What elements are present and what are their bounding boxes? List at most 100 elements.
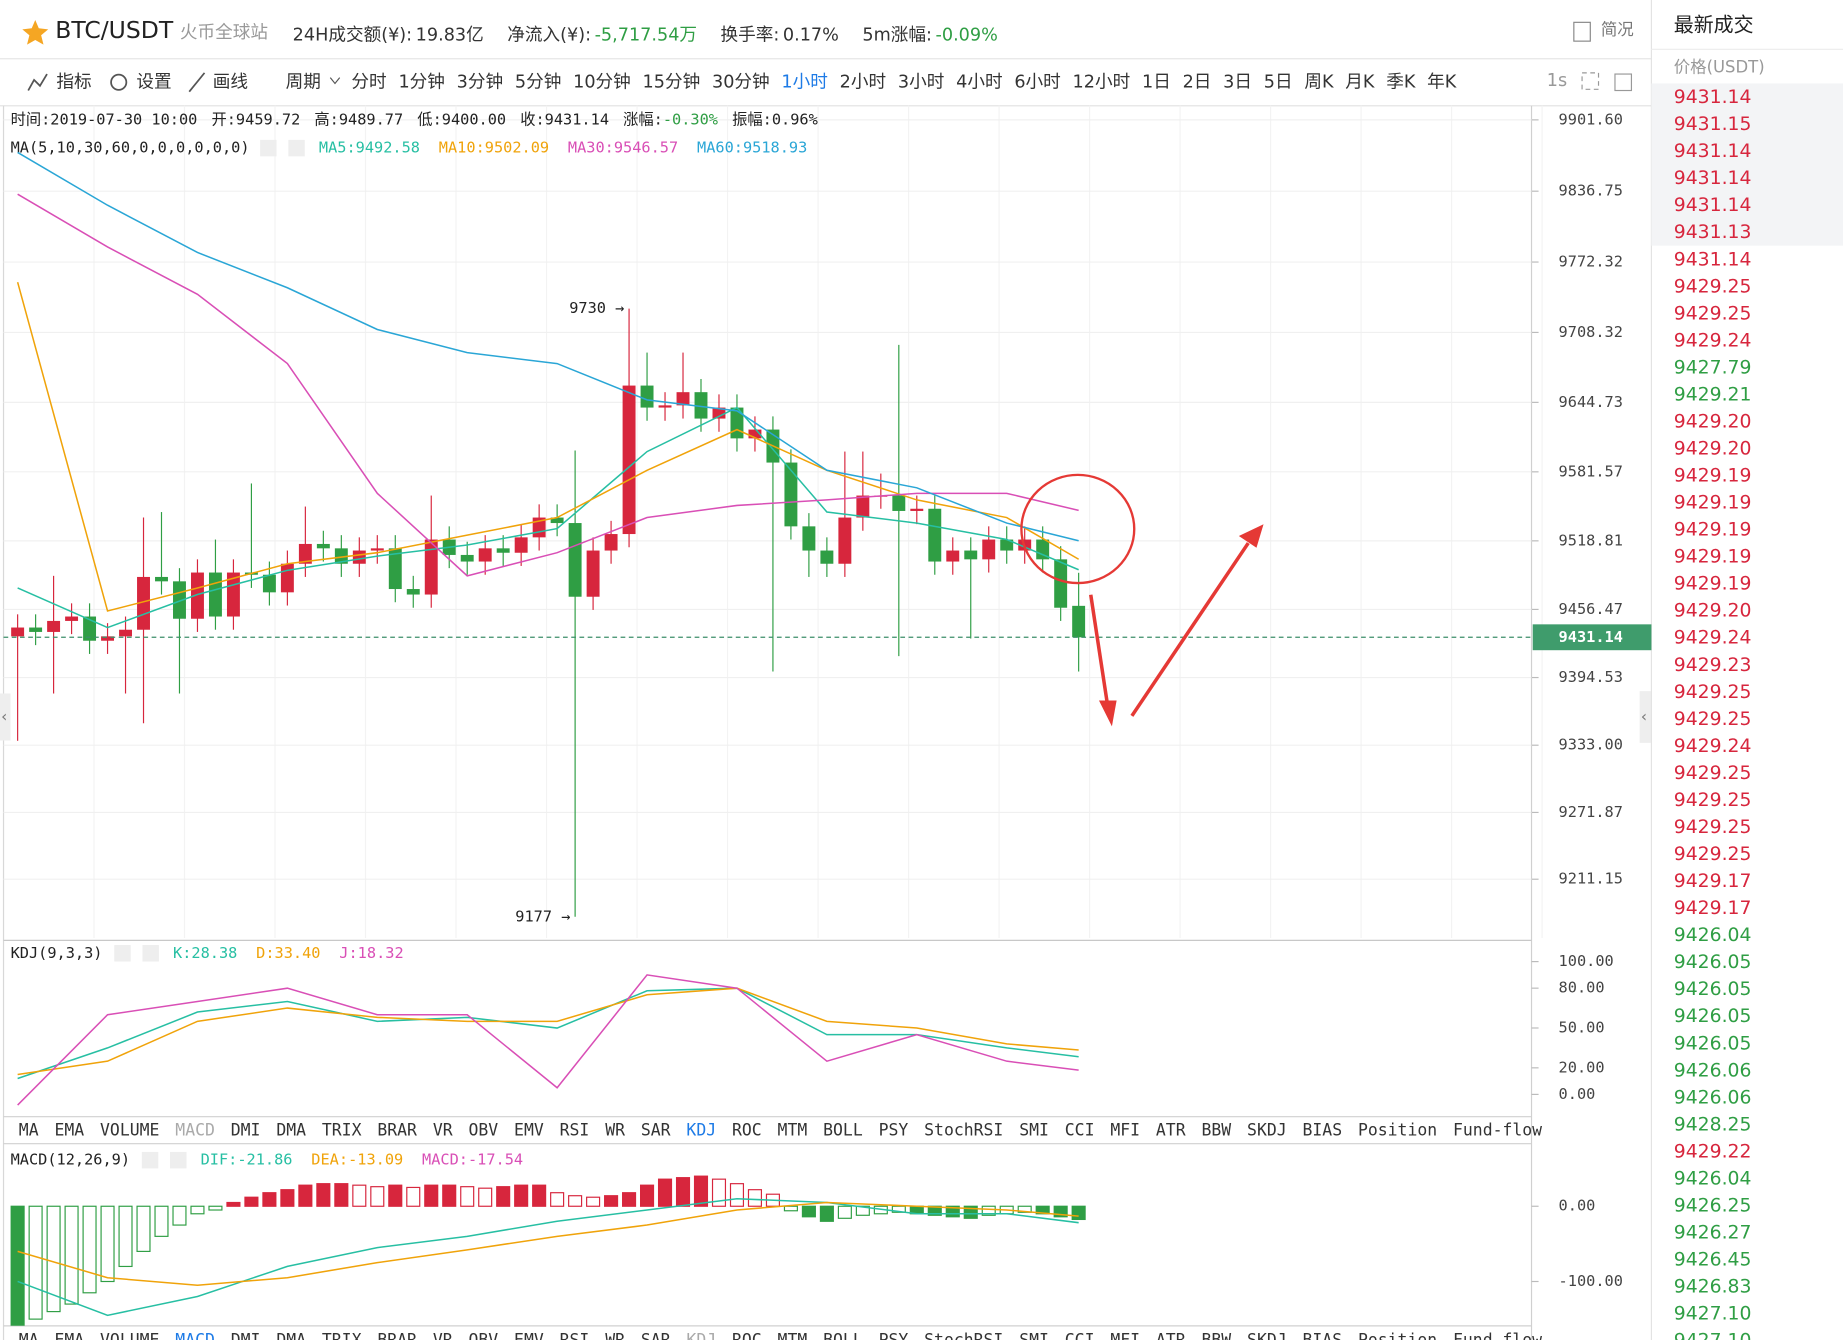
period-dropdown[interactable]: 周期 xyxy=(286,71,321,92)
indicator-close[interactable] xyxy=(170,1151,187,1169)
period-button[interactable]: 5分钟 xyxy=(515,71,561,92)
indicator-tab[interactable]: ROC xyxy=(732,1331,762,1340)
indicator-tab[interactable]: SMI xyxy=(1019,1331,1049,1340)
period-button[interactable]: 2小时 xyxy=(840,71,886,92)
draw-icon[interactable] xyxy=(188,72,206,93)
indicator-tab[interactable]: BBW xyxy=(1201,1331,1231,1340)
indicator-tab[interactable]: EMA xyxy=(54,1120,84,1139)
indicator-tab[interactable]: BRAR xyxy=(377,1120,417,1139)
period-button[interactable]: 周K xyxy=(1304,72,1334,92)
indicator-tab[interactable]: DMA xyxy=(276,1120,306,1139)
indicator-tab[interactable]: TRIX xyxy=(322,1331,362,1340)
period-button[interactable]: 3日 xyxy=(1223,72,1252,92)
indicator-tab[interactable]: DMA xyxy=(276,1331,306,1340)
indicator-tab[interactable]: KDJ xyxy=(686,1120,716,1139)
indicator-tab[interactable]: MFI xyxy=(1110,1120,1140,1139)
indicator-tab[interactable]: MFI xyxy=(1110,1331,1140,1340)
tool-button[interactable]: 设置 xyxy=(136,71,171,92)
dropdown-caret[interactable] xyxy=(329,77,341,85)
indicator-tab[interactable]: VR xyxy=(433,1120,453,1139)
indicator-close[interactable] xyxy=(288,139,305,157)
period-button[interactable]: 3小时 xyxy=(898,71,944,92)
indicator-tab[interactable]: EMV xyxy=(514,1331,544,1340)
indicator-tab[interactable]: DMI xyxy=(231,1120,261,1139)
indicator-tab[interactable]: MTM xyxy=(778,1120,808,1139)
indicator-tab[interactable]: RSI xyxy=(560,1331,590,1340)
indicator-tab[interactable]: SAR xyxy=(641,1331,671,1340)
indicator-tab[interactable]: MA xyxy=(19,1331,39,1340)
collapse-handle[interactable] xyxy=(0,693,11,741)
indicator-tab[interactable]: PSY xyxy=(879,1331,909,1340)
indicator-tab[interactable]: VOLUME xyxy=(100,1331,159,1340)
indicator-tab[interactable]: ATR xyxy=(1156,1331,1186,1340)
tool-button[interactable]: 画线 xyxy=(213,71,248,92)
indicator-tab[interactable]: BIAS xyxy=(1303,1331,1343,1340)
indicator-tab[interactable]: MTM xyxy=(778,1331,808,1340)
period-button[interactable]: 1分钟 xyxy=(398,71,444,92)
indicator-tab[interactable]: WR xyxy=(605,1120,625,1139)
indicator-tab[interactable]: Fund-flow xyxy=(1453,1120,1542,1139)
indicator-settings[interactable] xyxy=(141,1151,159,1169)
indicator-tab[interactable]: OBV xyxy=(468,1120,498,1139)
indicator-tab[interactable]: MA xyxy=(19,1120,39,1139)
collapse-arrow[interactable]: ‹ xyxy=(1,708,7,726)
indicator-tab[interactable]: CCI xyxy=(1065,1331,1095,1340)
indicator-tab[interactable]: Position xyxy=(1358,1120,1437,1139)
fullscreen-icon[interactable] xyxy=(1581,72,1600,90)
indicator-tab[interactable]: WR xyxy=(605,1331,625,1340)
indicator-tab[interactable]: Position xyxy=(1358,1331,1437,1340)
period-button[interactable]: 分时 xyxy=(351,71,386,92)
indicator-tab[interactable]: VR xyxy=(433,1331,453,1340)
favorite-star[interactable] xyxy=(22,19,49,45)
indicator-tab[interactable]: MACD xyxy=(175,1120,215,1139)
indicator-tab[interactable]: PSY xyxy=(879,1120,909,1139)
period-button[interactable]: 2日 xyxy=(1183,72,1212,92)
indicator-tab[interactable]: EMV xyxy=(514,1120,544,1139)
indicator-tab[interactable]: BOLL xyxy=(823,1120,863,1139)
indicator-tab[interactable]: DMI xyxy=(231,1331,261,1340)
summary-link[interactable]: 简况 xyxy=(1601,20,1634,39)
indicator-tab[interactable]: ATR xyxy=(1156,1120,1186,1139)
indicator-close[interactable] xyxy=(142,945,159,962)
period-button[interactable]: 4小时 xyxy=(956,71,1002,92)
period-button[interactable]: 季K xyxy=(1386,71,1416,92)
period-button[interactable]: 年K xyxy=(1427,71,1457,92)
indicator-settings[interactable] xyxy=(260,139,277,157)
period-button[interactable]: 6小时 xyxy=(1014,71,1060,92)
indicator-tab[interactable]: SMI xyxy=(1019,1120,1049,1139)
indicator-tab[interactable]: ROC xyxy=(732,1120,762,1139)
interval[interactable]: 1s xyxy=(1547,71,1567,91)
indicator-tab[interactable]: VOLUME xyxy=(100,1120,159,1139)
period-button[interactable]: 1小时 xyxy=(781,71,827,92)
indicator-tab[interactable]: StochRSI xyxy=(924,1331,1003,1340)
collapse-arrow[interactable]: ‹ xyxy=(1641,708,1647,726)
indicator-tab[interactable]: TRIX xyxy=(322,1120,362,1139)
indicator-tab[interactable]: OBV xyxy=(468,1331,498,1340)
period-button[interactable]: 月K xyxy=(1345,72,1375,92)
indicator-tab[interactable]: CCI xyxy=(1065,1120,1095,1139)
period-button[interactable]: 1日 xyxy=(1142,72,1171,92)
period-button[interactable]: 12小时 xyxy=(1073,71,1131,92)
period-button[interactable]: 5日 xyxy=(1264,72,1293,92)
tool-button[interactable]: 指标 xyxy=(56,71,91,92)
indicator-tab[interactable]: Fund-flow xyxy=(1453,1331,1542,1340)
settings-icon[interactable] xyxy=(110,73,128,91)
period-button[interactable]: 30分钟 xyxy=(712,71,770,92)
indicator-icon[interactable] xyxy=(27,73,48,91)
indicator-tab[interactable]: BBW xyxy=(1201,1120,1231,1139)
period-button[interactable]: 10分钟 xyxy=(573,71,631,92)
screenshot-icon[interactable] xyxy=(1614,73,1633,92)
period-button[interactable]: 3分钟 xyxy=(457,71,503,92)
indicator-tab[interactable]: SKDJ xyxy=(1247,1331,1287,1340)
indicator-tab[interactable]: EMA xyxy=(54,1331,84,1340)
indicator-tab[interactable]: BOLL xyxy=(823,1331,863,1340)
indicator-tab[interactable]: KDJ xyxy=(686,1331,716,1340)
indicator-tab[interactable]: SAR xyxy=(641,1120,671,1139)
indicator-tab[interactable]: BIAS xyxy=(1303,1120,1343,1139)
indicator-tab[interactable]: BRAR xyxy=(377,1331,417,1340)
collapse-handle[interactable] xyxy=(1639,691,1652,743)
indicator-tab[interactable]: RSI xyxy=(560,1120,590,1139)
summary-icon[interactable] xyxy=(1573,21,1591,42)
indicator-tab[interactable]: StochRSI xyxy=(924,1120,1003,1139)
indicator-tab[interactable]: SKDJ xyxy=(1247,1120,1287,1139)
